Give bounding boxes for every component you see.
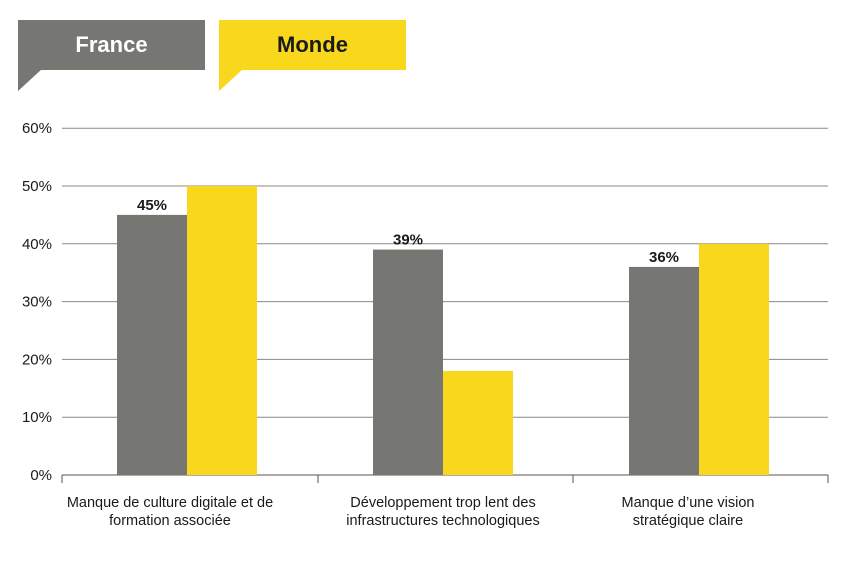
bar-france-culture-digitale [117, 214, 187, 475]
y-tick-label-0: 0% [30, 467, 52, 484]
bar-france-infrastructures [373, 249, 443, 475]
legend-france: France [18, 20, 205, 91]
data-label-france-infrastructures: 39% [393, 232, 423, 249]
bar-france-vision-strategique [629, 266, 699, 475]
legend-france-tail [18, 69, 42, 91]
data-label-france-vision-strategique: 36% [649, 249, 679, 266]
legend-france-box [18, 20, 205, 70]
y-tick-label-60: 60% [22, 120, 52, 137]
category-label-infrastructures: Développement trop lent des infrastructu… [346, 495, 540, 529]
y-tick-label-30: 30% [22, 294, 52, 311]
bar-monde-culture-digitale [187, 186, 257, 475]
bar-monde-infrastructures [443, 370, 513, 475]
y-tick-label-40: 40% [22, 236, 52, 253]
category-label-vision-strategique: Manque d’une vision stratégique claire [621, 495, 755, 529]
legend-monde: Monde [219, 20, 406, 91]
data-label-france-culture-digitale: 45% [137, 197, 167, 214]
legend-france-label: France [75, 32, 148, 57]
y-tick-label-10: 10% [22, 409, 52, 426]
legend-monde-tail [219, 69, 243, 91]
y-tick-label-50: 50% [22, 178, 52, 195]
legend-monde-label: Monde [277, 32, 348, 57]
bar-monde-vision-strategique [699, 243, 769, 475]
category-label-culture-digitale: Manque de culture digitale et de formati… [66, 495, 274, 529]
y-tick-label-20: 20% [22, 351, 52, 368]
legend-monde-box [219, 20, 406, 70]
